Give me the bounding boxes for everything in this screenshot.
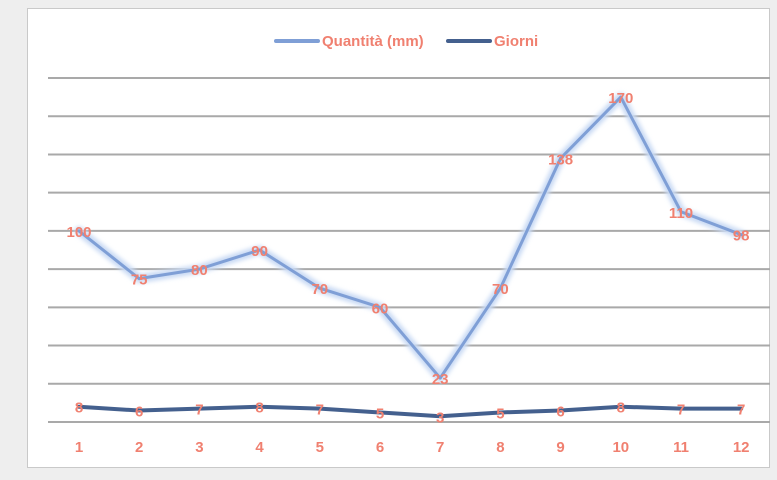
data-label-giorni: 6 [556, 404, 564, 421]
series-lines [74, 92, 746, 419]
x-tick-label: 12 [733, 439, 750, 456]
data-point-giorni [559, 409, 563, 413]
data-point-giorni [498, 410, 502, 414]
data-point-quantita [137, 277, 141, 281]
data-point-giorni [318, 407, 322, 411]
data-point-quantita [378, 305, 382, 309]
data-point-quantita [498, 286, 502, 290]
data-point-quantita [438, 376, 442, 380]
data-label-giorni: 5 [496, 405, 504, 422]
data-point-giorni [137, 409, 141, 413]
series-line-giorni [77, 404, 744, 419]
data-point-quantita [739, 233, 743, 237]
data-point-giorni [679, 407, 683, 411]
data-label-quantita: 100 [66, 224, 91, 241]
data-label-giorni: 7 [316, 402, 324, 419]
data-point-quantita [77, 229, 81, 233]
data-label-quantita: 70 [311, 281, 328, 298]
x-tick-label: 9 [556, 439, 564, 456]
data-label-quantita: 138 [548, 151, 573, 168]
data-label-quantita: 70 [492, 281, 509, 298]
x-tick-label: 1 [75, 439, 83, 456]
data-label-quantita: 23 [432, 371, 449, 388]
data-point-giorni [197, 407, 201, 411]
legend: Quantità (mm) Giorni [274, 33, 538, 50]
data-label-quantita: 90 [251, 243, 268, 260]
legend-label-quantita: Quantità (mm) [322, 33, 424, 50]
x-tick-label: 5 [316, 439, 324, 456]
data-point-giorni [77, 405, 81, 409]
data-point-quantita [197, 267, 201, 271]
data-point-quantita [679, 210, 683, 214]
x-tick-label: 3 [195, 439, 203, 456]
data-label-giorni: 6 [135, 404, 143, 421]
data-point-quantita [619, 95, 623, 99]
data-point-giorni [438, 414, 442, 418]
x-axis-tick-labels: 1 2 3 4 5 6 7 8 9 10 11 12 [75, 439, 750, 456]
x-tick-label: 10 [612, 439, 629, 456]
data-point-giorni [258, 405, 262, 409]
series-line-quantita [77, 95, 743, 380]
data-label-quantita: 110 [669, 205, 693, 222]
data-point-quantita [318, 286, 322, 290]
legend-label-giorni: Giorni [494, 33, 538, 50]
data-label-giorni: 7 [737, 402, 745, 419]
data-label-giorni: 8 [255, 400, 263, 417]
data-point-giorni [739, 407, 743, 411]
data-point-quantita [258, 248, 262, 252]
data-label-giorni: 8 [75, 400, 83, 417]
x-tick-label: 4 [255, 439, 264, 456]
data-label-quantita: 60 [372, 300, 389, 317]
chart-area [27, 8, 770, 468]
x-tick-label: 6 [376, 439, 384, 456]
data-label-quantita: 98 [733, 228, 750, 245]
data-point-giorni [378, 410, 382, 414]
data-label-giorni: 3 [436, 409, 444, 426]
data-label-giorni: 7 [195, 402, 203, 419]
data-label-quantita: 80 [191, 262, 208, 279]
data-point-giorni [619, 405, 623, 409]
x-tick-label: 7 [436, 439, 444, 456]
data-label-giorni: 7 [677, 402, 685, 419]
data-point-quantita [559, 156, 563, 160]
data-label-giorni: 5 [376, 405, 384, 422]
x-tick-label: 8 [496, 439, 504, 456]
x-tick-label: 11 [673, 439, 689, 456]
data-label-quantita: 170 [608, 90, 633, 107]
gridlines [48, 77, 770, 423]
data-label-quantita: 75 [131, 272, 148, 289]
data-label-giorni: 8 [617, 400, 625, 417]
x-tick-label: 2 [135, 439, 143, 456]
